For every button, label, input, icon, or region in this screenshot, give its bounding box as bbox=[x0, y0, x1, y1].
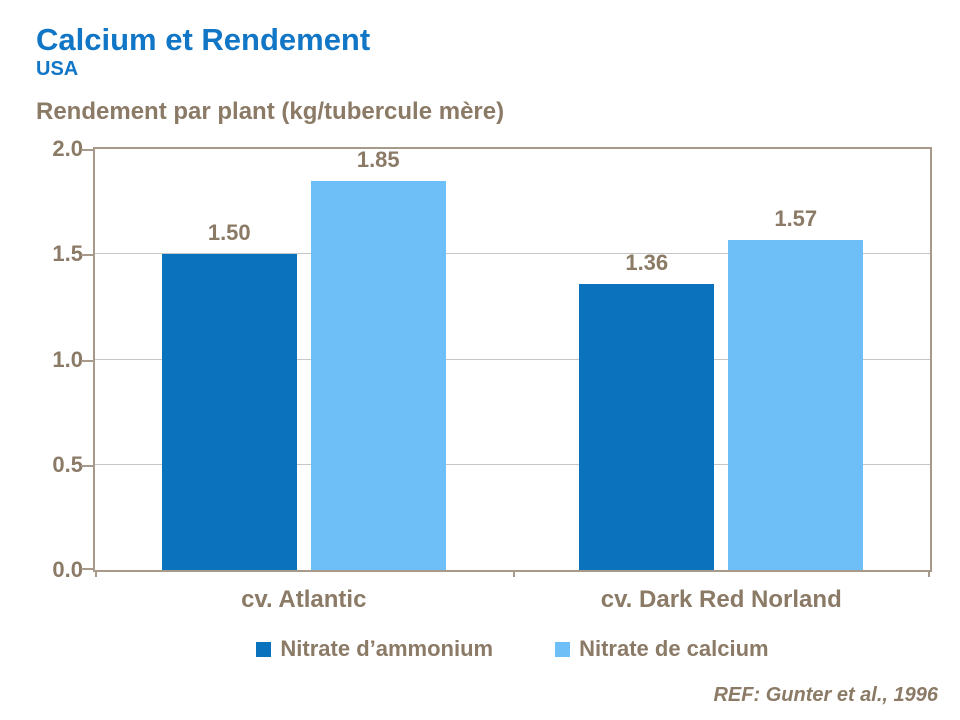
y-axis-label: 1.0 bbox=[52, 346, 83, 372]
legend-swatch bbox=[555, 641, 571, 657]
category-label: cv. Dark Red Norland bbox=[600, 586, 842, 613]
page-title: Calcium et Rendement bbox=[36, 22, 371, 57]
y-axis-tick bbox=[81, 568, 93, 570]
legend-label: Nitrate d’ammonium bbox=[280, 636, 494, 661]
bar-value-label: 1.85 bbox=[356, 146, 400, 172]
bar-value-label: 1.57 bbox=[774, 205, 818, 231]
gridline bbox=[95, 253, 930, 255]
legend-swatch bbox=[256, 641, 272, 657]
bar-value-label: 1.36 bbox=[625, 249, 669, 275]
chart-legend: Nitrate d’ammonium Nitrate de calcium bbox=[93, 636, 932, 662]
x-axis-tick bbox=[95, 570, 97, 577]
bar-calcium bbox=[728, 239, 864, 570]
y-axis-tick bbox=[81, 149, 93, 151]
legend-item: Nitrate d’ammonium bbox=[256, 636, 493, 662]
bar-calcium bbox=[310, 180, 446, 570]
legend-label: Nitrate de calcium bbox=[579, 636, 769, 661]
reference-text: REF: Gunter et al., 1996 bbox=[713, 684, 938, 706]
category-label: cv. Atlantic bbox=[241, 586, 367, 613]
bar-ammonium bbox=[161, 254, 297, 570]
legend-item: Nitrate de calcium bbox=[555, 636, 769, 662]
y-axis-tick bbox=[81, 254, 93, 257]
y-axis-label: 2.0 bbox=[52, 136, 83, 161]
bar-ammonium bbox=[579, 283, 715, 570]
bar-value-label: 1.50 bbox=[207, 220, 251, 246]
x-axis-tick bbox=[512, 570, 515, 577]
y-axis-label: 0.5 bbox=[52, 451, 83, 477]
chart-axis-title: Rendement par plant (kg/tubercule mère) bbox=[36, 98, 505, 125]
chart-plot-area: 2.0 1.5 1.0 0.5 0.0 1.50 1.85 cv. Atlantic 1.36 1… bbox=[52, 138, 932, 613]
y-axis-tick bbox=[81, 359, 93, 362]
x-axis-tick bbox=[928, 570, 930, 577]
y-axis-tick bbox=[81, 464, 93, 467]
gridline bbox=[95, 358, 930, 360]
gridline bbox=[95, 463, 930, 465]
y-axis-label: 0.0 bbox=[52, 557, 83, 582]
page-subtitle: USA bbox=[36, 58, 79, 80]
y-axis-label: 1.5 bbox=[52, 241, 83, 267]
